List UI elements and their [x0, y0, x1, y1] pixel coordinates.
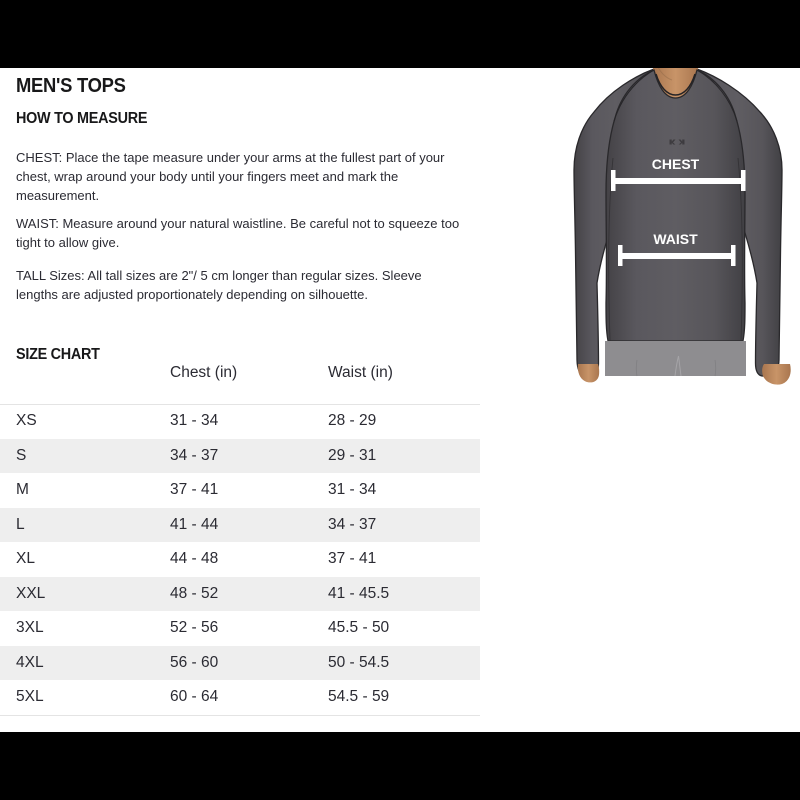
svg-text:CHEST: CHEST: [652, 156, 700, 172]
svg-text:WAIST: WAIST: [653, 231, 698, 247]
